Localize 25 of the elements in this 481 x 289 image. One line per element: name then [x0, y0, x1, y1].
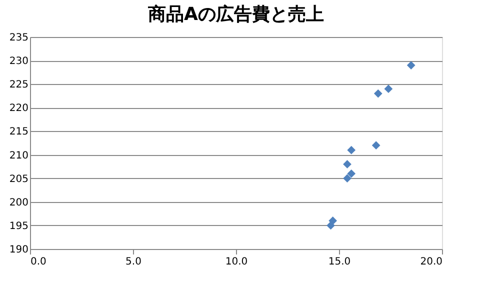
y-tick-label: 195: [9, 220, 28, 232]
point: [343, 160, 352, 168]
point: [406, 61, 416, 70]
point: [374, 89, 382, 98]
point: [384, 84, 393, 94]
point: [326, 221, 335, 230]
y-tick-label: 200: [9, 197, 28, 208]
x-tick-label: 0.0: [30, 256, 46, 268]
x-tick-label: 10.0: [225, 256, 248, 268]
y-tick-label: 230: [9, 56, 28, 68]
point: [347, 146, 356, 154]
chart-title: 商品Aの広告費と売上: [147, 4, 324, 25]
y-tick-label: 220: [9, 103, 28, 114]
y-tick-label: 225: [9, 80, 28, 91]
x-tick-label: 15.0: [328, 256, 351, 268]
y-tick-label: 205: [9, 174, 28, 185]
y-tick-label: 215: [9, 126, 28, 138]
y-tick-label: 210: [9, 150, 28, 162]
point: [347, 169, 356, 178]
y-tick-label: 235: [9, 32, 28, 44]
x-tick-label: 20.0: [420, 256, 442, 268]
x-tick-label: 5.0: [126, 256, 142, 268]
point: [372, 141, 380, 150]
point: [343, 174, 352, 183]
y-tick-label: 190: [9, 244, 28, 256]
